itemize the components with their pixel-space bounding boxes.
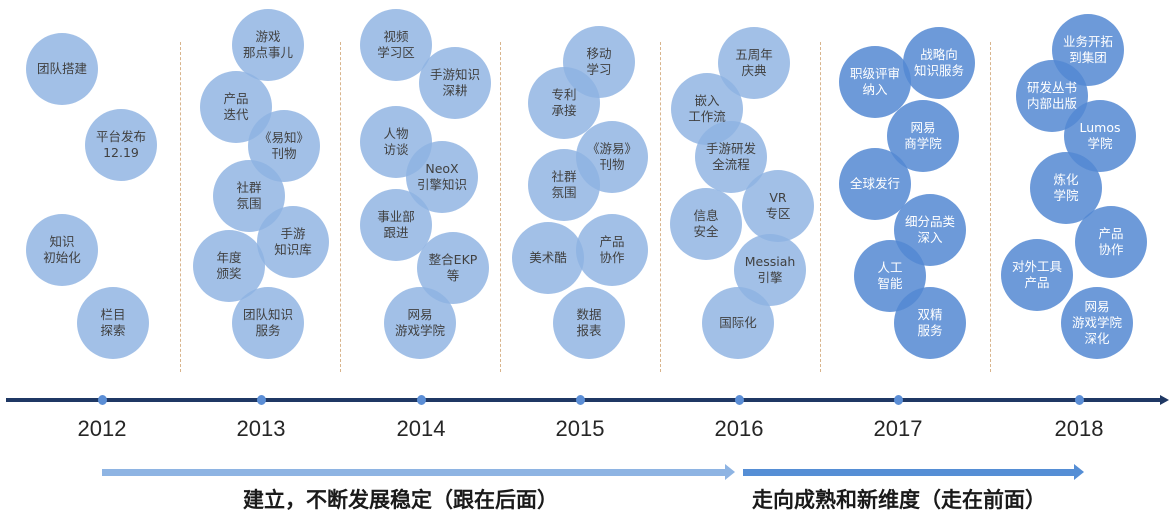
phase-arrowhead-icon [725, 464, 735, 480]
milestone-bubble: 手游 知识库 [257, 206, 329, 278]
timeline-dot [416, 395, 426, 405]
year-divider [340, 42, 341, 372]
year-divider [820, 42, 821, 372]
milestone-bubble: 战略向 知识服务 [903, 27, 975, 99]
milestone-bubble: 国际化 [702, 287, 774, 359]
year-divider [990, 42, 991, 372]
milestone-bubble: 栏目 探索 [77, 287, 149, 359]
milestone-bubble: 数据 报表 [553, 287, 625, 359]
milestone-bubble: 网易 游戏学院 深化 [1061, 287, 1133, 359]
phase-arrow-bar [102, 469, 725, 476]
timeline-dot [97, 395, 107, 405]
milestone-bubble: 产品 协作 [576, 214, 648, 286]
milestone-bubble: 五周年 庆典 [718, 27, 790, 99]
year-divider [660, 42, 661, 372]
phase-arrowhead-icon [1074, 464, 1084, 480]
year-label: 2014 [396, 416, 446, 441]
phase-label: 建立，不断发展稳定（跟在后面） [243, 488, 558, 512]
milestone-bubble: 专利 承接 [528, 67, 600, 139]
timeline-dot [1074, 395, 1084, 405]
milestone-bubble: 职级评审 纳入 [839, 46, 911, 118]
milestone-bubble: 事业部 跟进 [360, 189, 432, 261]
timeline-dot [893, 395, 903, 405]
year-label: 2012 [77, 416, 127, 441]
milestone-bubble: 手游知识 深耕 [419, 47, 491, 119]
milestone-bubble: 信息 安全 [670, 188, 742, 260]
year-label: 2015 [555, 416, 605, 441]
year-label: 2017 [873, 416, 923, 441]
milestone-bubble: 美术酷 [512, 222, 584, 294]
timeline-dot [734, 395, 744, 405]
milestone-bubble: VR 专区 [742, 170, 814, 242]
milestone-bubble: 社群 氛围 [528, 149, 600, 221]
milestone-bubble: 网易 游戏学院 [384, 287, 456, 359]
milestone-bubble: 手游研发 全流程 [695, 121, 767, 193]
milestone-bubble: 团队知识 服务 [232, 287, 304, 359]
phase-arrow-bar [743, 469, 1074, 476]
milestone-bubble: 产品 协作 [1075, 206, 1147, 278]
timeline-dot [575, 395, 585, 405]
year-divider [500, 42, 501, 372]
milestone-bubble: 对外工具 产品 [1001, 239, 1073, 311]
milestone-bubble: 游戏 那点事儿 [232, 9, 304, 81]
year-label: 2016 [714, 416, 764, 441]
milestone-bubble: 团队搭建 [26, 33, 98, 105]
year-divider [180, 42, 181, 372]
milestone-bubble: 全球发行 [839, 148, 911, 220]
milestone-bubble: 双精 服务 [894, 287, 966, 359]
milestone-bubble: 人物 访谈 [360, 106, 432, 178]
phase-label: 走向成熟和新维度（走在前面） [752, 488, 1046, 512]
milestone-bubble: 细分品类 深入 [894, 194, 966, 266]
milestone-bubble: 知识 初始化 [26, 214, 98, 286]
year-label: 2018 [1054, 416, 1104, 441]
year-label: 2013 [236, 416, 286, 441]
milestone-bubble: 平台发布 12.19 [85, 109, 157, 181]
timeline-arrowhead-icon [1160, 395, 1169, 405]
milestone-bubble: 视频 学习区 [360, 9, 432, 81]
timeline-dot [256, 395, 266, 405]
